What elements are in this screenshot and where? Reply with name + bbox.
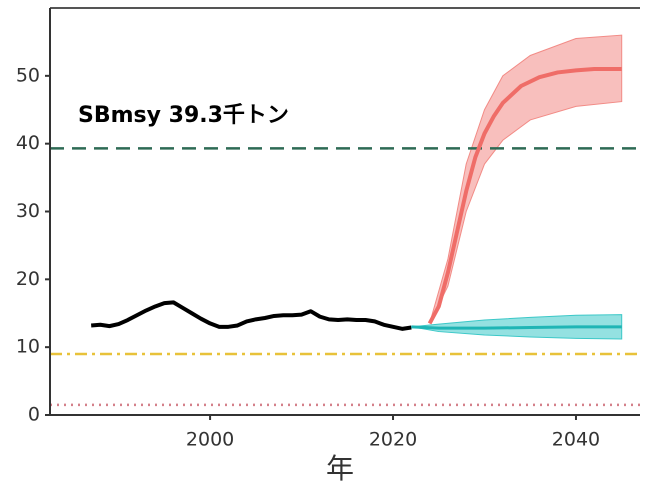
y-tick-label: 40	[16, 132, 40, 154]
line	[427, 67, 622, 325]
y-tick-label: 10	[16, 336, 40, 358]
x-tick-label: 2040	[552, 429, 600, 451]
y-tick-label: 50	[16, 64, 40, 86]
uncertainty-band	[429, 34, 623, 324]
annotation: SBmsy 39.3千トン	[78, 103, 289, 128]
line	[91, 300, 412, 331]
x-axis-label: 年	[326, 452, 354, 485]
y-tick-label: 30	[16, 200, 40, 222]
x-tick-label: 2000	[186, 429, 234, 451]
y-tick-label: 0	[28, 404, 40, 426]
x-tick-label: 2020	[369, 429, 417, 451]
y-tick-label: 20	[16, 268, 40, 290]
line	[411, 325, 622, 330]
